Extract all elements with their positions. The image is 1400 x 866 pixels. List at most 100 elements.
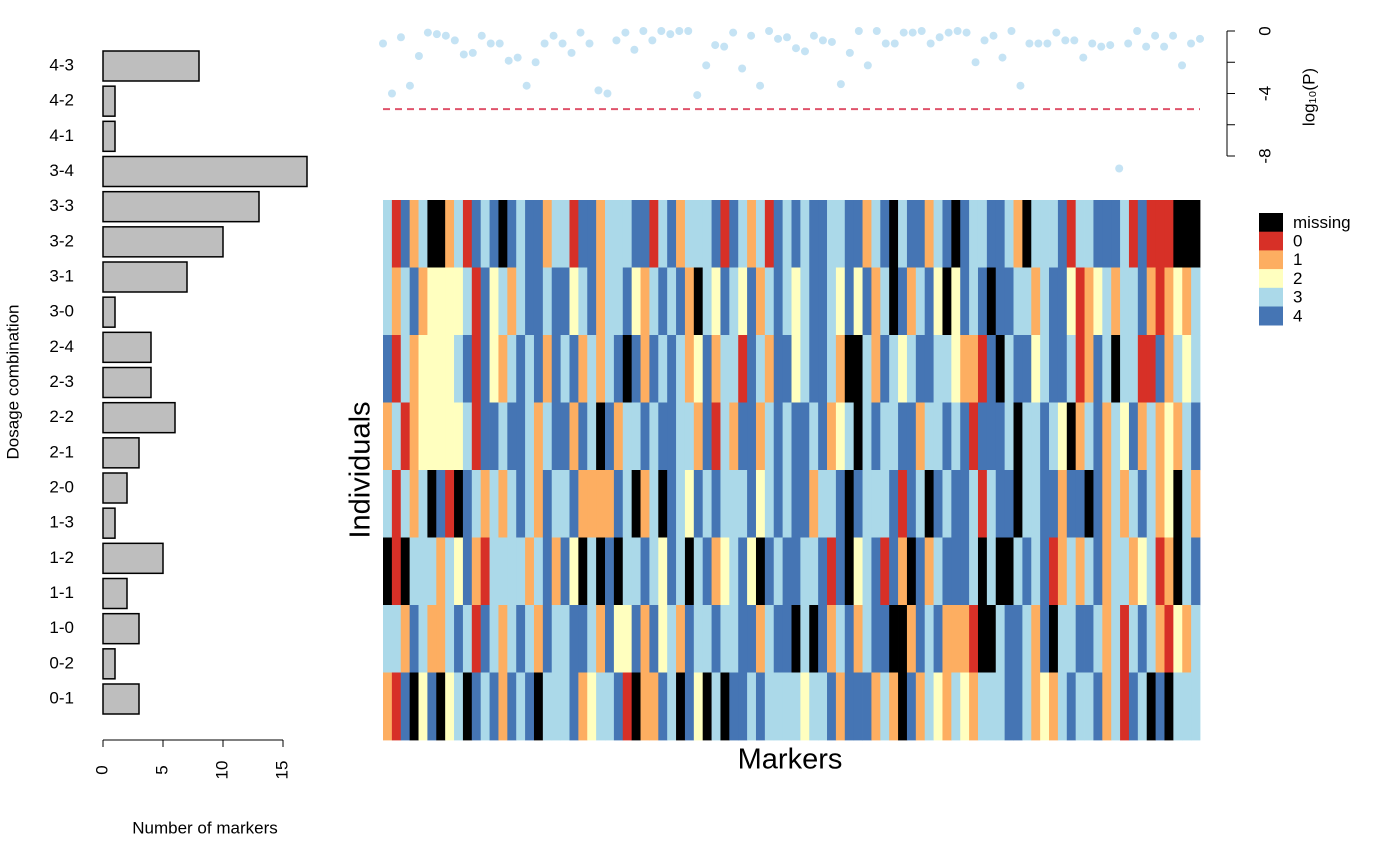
heatmap-cell [445, 200, 455, 268]
heatmap-cell [1040, 470, 1050, 538]
heatmap-cell [596, 537, 606, 606]
heatmap-cell [747, 267, 757, 336]
heatmap-cell [1182, 402, 1192, 471]
heatmap-cell [613, 335, 624, 403]
heatmap-cell [693, 605, 704, 673]
heatmap-cell [933, 200, 943, 268]
heatmap-cell [827, 605, 837, 673]
heatmap-cell [480, 267, 490, 336]
heatmap-cell [693, 672, 704, 741]
heatmap-cell [951, 267, 961, 336]
bar [102, 331, 152, 364]
heatmap-cell [507, 402, 517, 471]
heatmap-cell [684, 672, 695, 741]
heatmap-cell [827, 537, 837, 606]
heatmap-cell [1182, 470, 1192, 538]
heatmap-cell [445, 470, 455, 538]
heatmap-cell [835, 672, 846, 741]
heatmap-cell [1146, 267, 1156, 336]
point [450, 36, 459, 45]
heatmap-cell [445, 267, 455, 336]
heatmap-cell [898, 672, 908, 741]
heatmap-cell [791, 267, 801, 336]
heatmap-cell [605, 200, 615, 268]
heatmap-cell [533, 537, 544, 606]
heatmap-cell [533, 267, 544, 336]
legend-label: 0 [1293, 232, 1302, 251]
point [926, 39, 935, 48]
x-tick-label: 0 [92, 765, 111, 774]
y-tick-label: 0-1 [49, 688, 74, 707]
heatmap-cell [1128, 672, 1139, 741]
heatmap-cell [418, 470, 428, 538]
heatmap-cell [1155, 672, 1165, 741]
heatmap-cell [942, 335, 952, 403]
heatmap-cell [640, 267, 650, 336]
heatmap-cell [738, 672, 748, 741]
heatmap-cell [1146, 470, 1156, 538]
heatmap-cell [480, 200, 490, 268]
heatmap-cell [471, 200, 482, 268]
heatmap-cell [862, 605, 872, 673]
heatmap-cell [391, 335, 402, 403]
heatmap-cell [551, 537, 562, 606]
heatmap-cell [1004, 537, 1014, 606]
heatmap-cell [1111, 267, 1121, 336]
heatmap-cell [1040, 200, 1050, 268]
heatmap-cell [809, 335, 819, 403]
heatmap-cell [871, 470, 881, 538]
heatmap-cell [640, 402, 650, 471]
heatmap-cell [454, 470, 464, 538]
heatmap-cell [400, 335, 411, 403]
heatmap-cell [986, 335, 997, 403]
heatmap-cell [764, 605, 775, 673]
heatmap-cell [942, 267, 952, 336]
heatmap-cell [924, 402, 934, 471]
point [845, 48, 854, 57]
y-tick-label: 2-2 [49, 407, 74, 426]
heatmap-cell [1093, 335, 1103, 403]
point [414, 52, 423, 60]
heatmap-cell [498, 335, 508, 403]
heatmap-cell [1013, 470, 1023, 538]
heatmap-cell [729, 537, 739, 606]
heatmap-cell [383, 335, 393, 403]
heatmap-cell [1031, 335, 1041, 403]
heatmap-cell [880, 402, 890, 471]
heatmap-cell [809, 470, 819, 538]
heatmap-cell [525, 335, 535, 403]
heatmap-cell [578, 200, 588, 268]
heatmap-cell [1066, 200, 1077, 268]
heatmap-cell [587, 470, 597, 538]
heatmap-cell [1164, 672, 1174, 741]
heatmap-cell [516, 605, 526, 673]
heatmap-cell [1137, 335, 1148, 403]
heatmap-cell [773, 200, 784, 268]
heatmap-cell [898, 537, 908, 606]
heatmap-cell [862, 335, 872, 403]
heatmap-cell [569, 402, 579, 471]
heatmap-cell [649, 200, 659, 268]
heatmap-cell [427, 470, 437, 538]
heatmap-cell [516, 537, 526, 606]
heatmap-cell [436, 470, 446, 538]
heatmap-cell [791, 672, 801, 741]
heatmap-cell [560, 200, 570, 268]
heatmap-cell [1066, 335, 1077, 403]
heatmap-cell [1022, 470, 1032, 538]
heatmap-cell [915, 605, 926, 673]
heatmap-cell [1084, 537, 1094, 606]
bar [102, 366, 152, 399]
heatmap-cell [605, 470, 615, 538]
heatmap-cell [1013, 605, 1023, 673]
heatmap-cell [471, 402, 482, 471]
x-axis-title: Markers [738, 744, 843, 776]
heatmap-cell [1173, 402, 1183, 471]
y-tick-label: 3-2 [49, 231, 74, 250]
heatmap-cell [764, 402, 775, 471]
point [540, 39, 549, 48]
heatmap-cell [542, 402, 553, 471]
heatmap-cell [613, 605, 624, 673]
heatmap-cell [1128, 335, 1139, 403]
heatmap-cell [1128, 605, 1139, 673]
